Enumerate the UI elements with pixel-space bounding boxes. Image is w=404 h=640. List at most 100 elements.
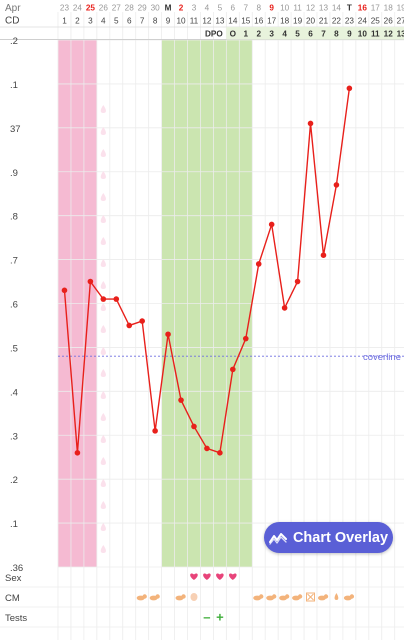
dpo-value: 1 [243, 30, 248, 39]
cycle-day-label: 17 [267, 17, 277, 26]
temperature-point [307, 120, 314, 127]
date-label: 11 [293, 4, 302, 13]
cycle-day-label: 8 [153, 17, 158, 26]
date-label: 10 [280, 4, 290, 13]
cm-icon [271, 594, 277, 599]
temperature-point [126, 322, 133, 329]
dpo-value: 12 [384, 30, 394, 39]
spotting-drop-icon [100, 391, 106, 399]
dpo-label: DPO [205, 30, 223, 39]
temperature-point [204, 445, 210, 452]
heart-icon [229, 573, 237, 580]
row-label: CM [5, 593, 20, 604]
y-tick-label: .2 [10, 36, 18, 47]
cycle-day-label: 23 [345, 17, 355, 26]
spotting-drop-icon [100, 259, 106, 267]
spotting-drop-icon [100, 303, 106, 311]
spotting-drop-icon [100, 457, 106, 465]
cycle-day-label: 10 [176, 17, 186, 26]
dpo-value: 10 [358, 30, 368, 39]
temperature-point [113, 296, 120, 302]
cm-icon [142, 594, 147, 599]
date-label: 7 [243, 4, 248, 13]
cycle-day-label: 2 [75, 17, 80, 26]
cd-label: CD [5, 16, 19, 27]
cycle-day-label: 18 [280, 17, 290, 26]
temperature-point [333, 182, 340, 188]
dpo-value: 2 [256, 30, 261, 39]
spotting-drop-icon [100, 215, 106, 223]
date-label: 27 [112, 4, 122, 13]
y-tick-label: .3 [10, 431, 18, 442]
spotting-drop-icon [100, 149, 106, 157]
temperature-point [294, 278, 301, 285]
cycle-day-label: 15 [241, 17, 251, 26]
row-label: Tests [5, 613, 27, 624]
heart-icon [203, 573, 211, 580]
dpo-value: 11 [371, 30, 380, 39]
temperature-point [165, 331, 171, 338]
dpo-value: 4 [282, 30, 287, 39]
cycle-day-label: 11 [190, 17, 199, 26]
date-label: 17 [371, 4, 381, 13]
cycle-day-label: 13 [215, 17, 225, 26]
spotting-drop-icon [100, 501, 106, 509]
date-label: 5 [218, 4, 223, 13]
cm-icon [307, 593, 314, 601]
month-label: Apr [5, 3, 21, 14]
y-tick-label: .1 [10, 519, 18, 530]
date-label: 19 [397, 4, 404, 13]
cm-icon [155, 594, 160, 599]
temperature-point [152, 428, 158, 434]
dpo-value: 8 [334, 30, 339, 39]
temperature-point [346, 85, 353, 92]
dpo-value: 6 [308, 30, 313, 39]
heart-icon [190, 573, 198, 580]
temperature-point [217, 450, 223, 456]
temperature-point [242, 335, 249, 342]
spotting-drop-icon [100, 347, 106, 355]
temperature-point [178, 397, 184, 403]
dpo-value: 5 [295, 30, 300, 39]
date-label: 24 [73, 4, 83, 13]
date-label: 14 [332, 4, 342, 13]
cycle-day-label: 20 [306, 17, 316, 26]
spotting-drop-icon [100, 435, 106, 443]
dpo-value: 7 [321, 30, 326, 39]
spotting-drop-icon [100, 193, 106, 201]
cm-icon [349, 594, 355, 599]
chart-overlay-button[interactable]: Chart Overlay [264, 522, 393, 553]
cycle-day-label: 9 [166, 17, 171, 26]
dpo-value: 3 [269, 30, 274, 39]
date-label: 13 [319, 4, 329, 13]
cycle-day-label: 14 [228, 17, 238, 26]
date-label: 26 [99, 4, 109, 13]
date-label: 18 [384, 4, 394, 13]
spotting-drop-icon [100, 325, 106, 333]
temperature-point [74, 450, 81, 456]
temperature-point [87, 278, 94, 285]
temperature-point [100, 296, 107, 302]
cycle-day-label: 21 [319, 17, 329, 26]
temperature-point [139, 318, 145, 324]
temperature-point [255, 261, 262, 267]
spotting-drop-icon [100, 523, 106, 531]
date-label: 12 [306, 4, 316, 13]
y-tick-label: .36 [10, 563, 23, 574]
cm-icon [297, 594, 303, 599]
date-label: 28 [125, 4, 135, 13]
cm-icon [190, 593, 198, 601]
cycle-day-label: 7 [140, 17, 145, 26]
date-label: 25 [86, 4, 96, 13]
y-tick-label: .7 [10, 256, 18, 267]
date-label: 3 [192, 4, 197, 13]
spotting-drop-icon [100, 369, 106, 377]
temperature-point [61, 287, 68, 294]
dpo-row-bg [226, 27, 404, 40]
cm-icon [306, 592, 316, 602]
date-label: M [165, 4, 172, 13]
cm-icon [181, 594, 186, 599]
y-tick-label: .8 [10, 212, 18, 223]
cycle-day-label: 6 [127, 17, 132, 26]
heart-icon [216, 573, 224, 580]
